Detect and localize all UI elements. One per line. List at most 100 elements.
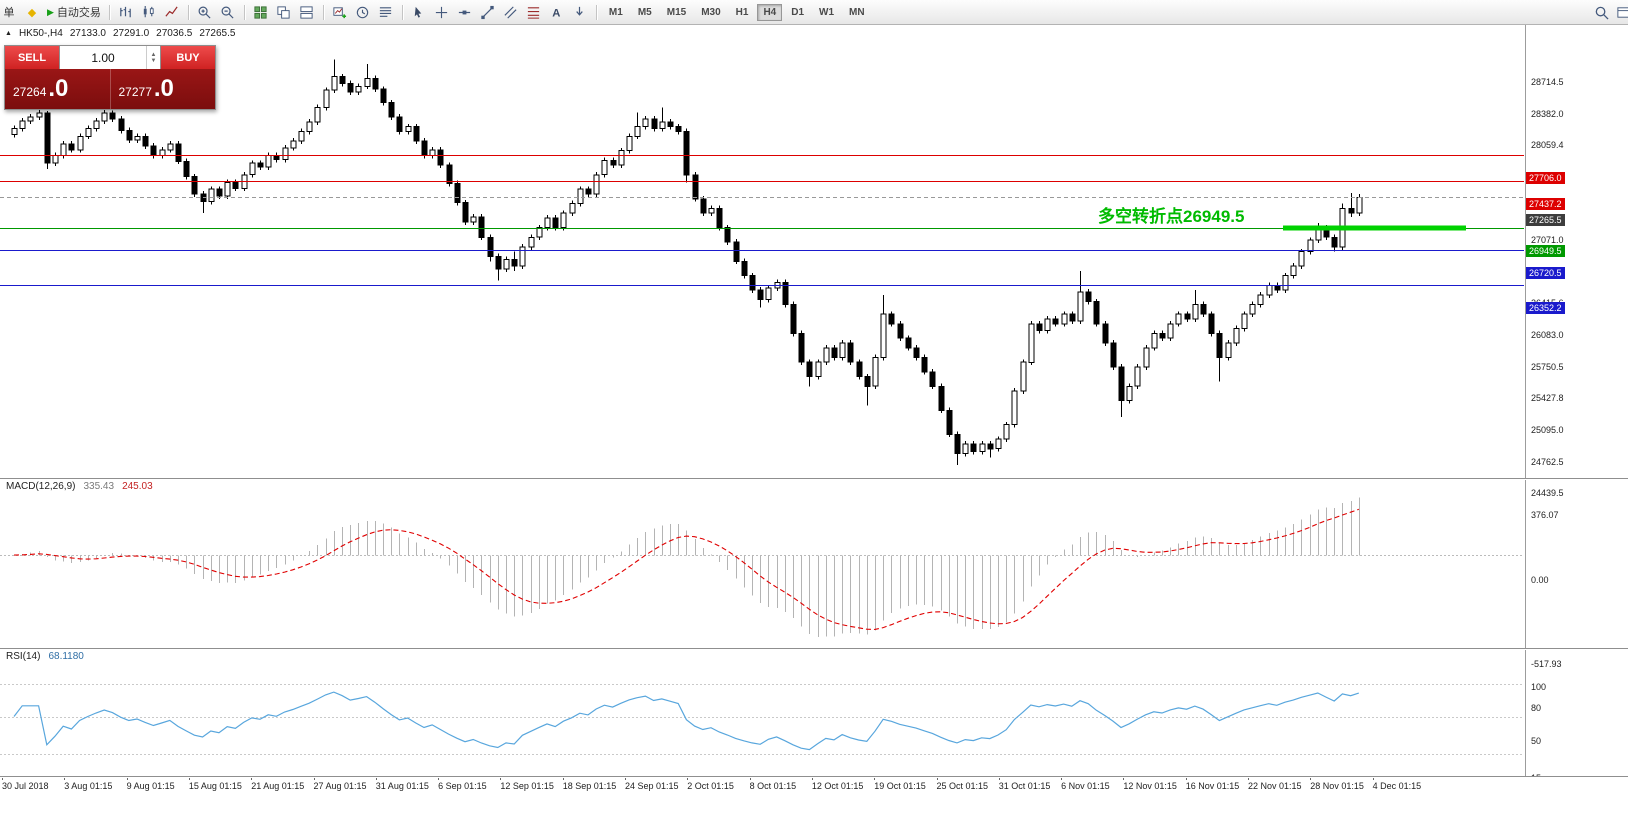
timeframe-w1[interactable]: W1 <box>813 4 840 21</box>
price-badge-27437.2: 27437.2 <box>1526 197 1565 210</box>
time-axis-label: 2 Oct 01:15 <box>687 781 734 791</box>
time-axis-tick <box>1123 777 1125 780</box>
candlestick-icon <box>144 5 155 17</box>
time-axis-label: 16 Nov 01:15 <box>1185 781 1240 791</box>
buy-button[interactable]: BUY <box>161 46 215 69</box>
cascade-windows-button[interactable] <box>273 2 295 22</box>
trendline-button[interactable] <box>477 2 499 22</box>
timeframe-d1[interactable]: D1 <box>785 4 810 21</box>
horizontal-line-button[interactable] <box>454 2 476 22</box>
price-axis-tick: 26083.0 <box>1531 329 1564 340</box>
time-axis-tick <box>1185 777 1187 780</box>
buy-price-frac: .0 <box>153 75 174 102</box>
price-axis-tick: 28059.4 <box>1531 139 1564 150</box>
mql-market-button[interactable]: ◆ <box>21 2 43 22</box>
time-axis-tick <box>936 777 938 780</box>
rsi-axis-80: 80 <box>1531 703 1542 714</box>
one-click-trading-panel: SELL ▲▼ BUY 27264 .0 27277 .0 <box>4 45 216 110</box>
time-axis-label: 21 Aug 01:15 <box>251 781 305 791</box>
price-axis-tick: 25427.8 <box>1531 392 1564 403</box>
fibonacci-button[interactable] <box>523 2 545 22</box>
search-icon <box>1595 6 1609 20</box>
auto-trading-icon: ▶ <box>47 6 54 17</box>
line-chart-button[interactable] <box>161 2 183 22</box>
timeframe-m5[interactable]: M5 <box>632 4 658 21</box>
pivot-highlight-segment[interactable] <box>1283 225 1466 231</box>
zoom-out-button[interactable] <box>217 2 239 22</box>
time-axis-tick <box>1310 777 1312 780</box>
zoom-in-button[interactable] <box>194 2 216 22</box>
candlestick-series <box>11 59 1363 466</box>
macd-main-value: 335.43 <box>83 481 115 492</box>
time-axis-label: 24 Sep 01:15 <box>625 781 679 791</box>
channel-button[interactable] <box>500 2 522 22</box>
macd-name: MACD(12,26,9) <box>6 481 76 492</box>
candlestick-chart-button[interactable] <box>138 2 160 22</box>
arrange-windows-button[interactable] <box>296 2 318 22</box>
tile-windows-icon <box>254 5 268 19</box>
pane-splitter-time-axis[interactable] <box>0 776 1628 777</box>
high-value: 27291.0 <box>113 28 150 39</box>
volume-stepper[interactable]: ▲ ▼ <box>146 46 160 69</box>
indicators-button[interactable] <box>375 2 397 22</box>
price-axis-tick: 24439.5 <box>1531 488 1564 498</box>
volume-input[interactable] <box>60 46 146 69</box>
new-chart-icon <box>333 6 347 18</box>
price-axis-tick: 27071.0 <box>1531 235 1564 245</box>
tick-direction-icon: ▲ <box>5 30 12 37</box>
time-axis-tick <box>562 777 564 780</box>
timeframe-m15[interactable]: M15 <box>661 4 692 21</box>
macd-signal-value: 245.03 <box>122 481 153 492</box>
time-axis-tick <box>2 777 3 780</box>
bar-chart-button[interactable] <box>115 2 137 22</box>
sell-price-main: 27264 <box>13 85 47 99</box>
new-order-button[interactable]: 单 <box>0 2 20 22</box>
timeframe-m30[interactable]: M30 <box>695 4 726 21</box>
pane-splitter-main-macd[interactable] <box>0 478 1628 479</box>
price-badge-26352.2: 26352.2 <box>1526 302 1565 315</box>
auto-trading-button[interactable]: ▶ 自动交易 <box>44 2 104 22</box>
sell-price[interactable]: 27264 .0 <box>5 69 110 109</box>
axis-border <box>1525 24 1526 777</box>
indicator-list-icon <box>380 6 392 17</box>
search-button[interactable] <box>1590 2 1612 22</box>
open-value: 27133.0 <box>69 28 106 39</box>
period-button[interactable] <box>352 2 374 22</box>
arrow-objects-button[interactable] <box>569 2 591 22</box>
text-label-icon: A <box>553 7 561 19</box>
stepper-down-icon[interactable]: ▼ <box>150 57 157 64</box>
price-axis-tick: 24762.5 <box>1531 456 1564 467</box>
time-axis-label: 31 Aug 01:15 <box>375 781 429 791</box>
stepper-up-icon[interactable]: ▲ <box>150 51 157 58</box>
pane-splitter-macd-rsi[interactable] <box>0 648 1628 649</box>
timeframe-h1[interactable]: H1 <box>730 4 755 21</box>
time-axis-tick <box>1061 777 1063 780</box>
time-axis-tick <box>998 777 1000 780</box>
window-button[interactable] <box>1612 2 1628 22</box>
timeframe-h4[interactable]: H4 <box>757 3 783 21</box>
arrow-object-icon <box>576 6 584 16</box>
price-badge-27706.0: 27706.0 <box>1526 171 1565 184</box>
sell-button[interactable]: SELL <box>5 46 59 69</box>
cascade-windows-icon <box>277 5 291 19</box>
crosshair-button[interactable] <box>431 2 453 22</box>
text-label-button[interactable]: A <box>546 2 568 22</box>
time-axis-label: 12 Nov 01:15 <box>1123 781 1177 791</box>
price-axis-tick: 25095.0 <box>1531 424 1564 435</box>
timeframe-m1[interactable]: M1 <box>603 4 629 21</box>
tile-windows-button[interactable] <box>250 2 272 22</box>
buy-price-main: 27277 <box>118 85 152 99</box>
new-chart-button[interactable] <box>329 2 351 22</box>
cursor-button[interactable] <box>408 2 430 22</box>
buy-price[interactable]: 27277 .0 <box>109 69 216 109</box>
time-axis-label: 18 Sep 01:15 <box>562 781 617 791</box>
pivot-annotation[interactable]: 多空转折点26949.5 <box>1098 207 1245 226</box>
time-axis-tick <box>500 777 502 780</box>
rsi-line <box>13 691 1359 751</box>
price-badge-27265.5: 27265.5 <box>1526 214 1565 227</box>
timeframe-mn[interactable]: MN <box>843 4 871 21</box>
price-badge-26949.5: 26949.5 <box>1526 244 1565 257</box>
crosshair-icon <box>436 6 448 18</box>
